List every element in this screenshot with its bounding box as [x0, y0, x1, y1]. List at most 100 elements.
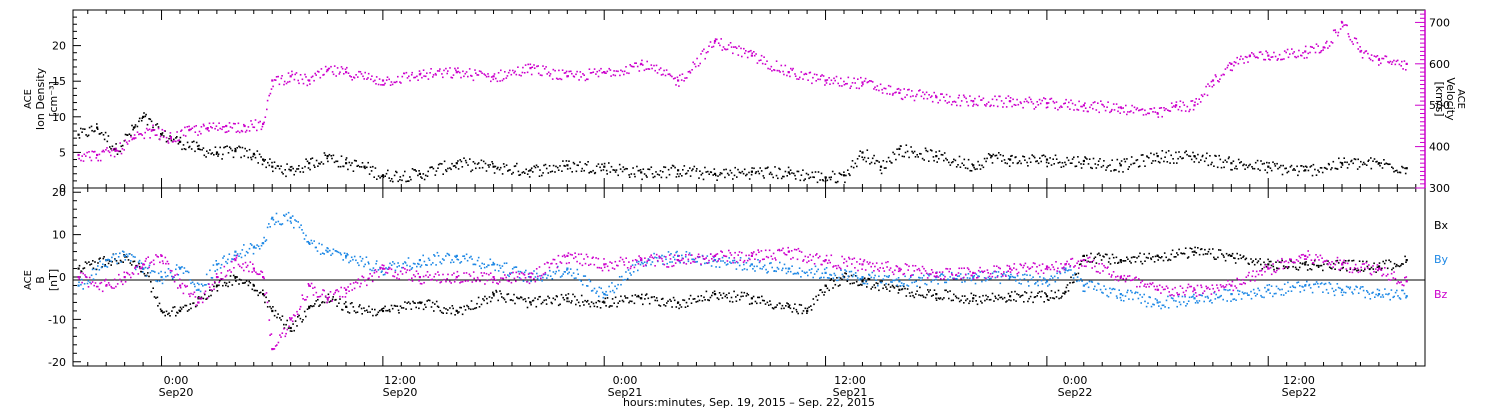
data-point: [787, 270, 789, 273]
data-point: [538, 175, 541, 177]
data-point: [252, 155, 254, 158]
data-point: [904, 96, 906, 99]
data-point: [735, 268, 738, 270]
data-point: [261, 271, 264, 273]
data-point: [113, 287, 115, 289]
data-point: [570, 70, 572, 73]
data-point: [1186, 153, 1188, 156]
data-point: [330, 254, 332, 256]
data-point: [796, 271, 799, 274]
data-point: [200, 283, 203, 285]
data-point: [397, 75, 399, 78]
data-point: [140, 267, 142, 270]
data-point: [83, 267, 86, 269]
data-point: [1215, 75, 1217, 78]
data-point: [363, 78, 365, 80]
data-point: [1064, 290, 1067, 293]
data-point: [557, 169, 560, 171]
data-point: [359, 285, 361, 288]
data-point: [751, 302, 753, 305]
data-point: [172, 306, 174, 309]
data-point: [263, 277, 265, 280]
data-point: [739, 257, 742, 259]
data-point: [797, 272, 800, 275]
data-point: [651, 67, 653, 70]
data-point: [588, 68, 591, 70]
data-point: [214, 146, 217, 148]
data-point: [1335, 167, 1338, 170]
data-point: [977, 275, 979, 277]
data-point: [1214, 74, 1217, 76]
data-point: [726, 263, 729, 265]
data-point: [531, 272, 534, 275]
data-point: [1275, 292, 1277, 295]
data-point: [722, 292, 725, 295]
data-point: [1082, 110, 1085, 112]
data-point: [982, 166, 985, 169]
data-point: [746, 56, 749, 59]
data-point: [390, 81, 393, 83]
data-point: [77, 133, 80, 136]
data-point: [1206, 94, 1209, 97]
data-point: [289, 75, 292, 78]
data-point: [1220, 74, 1223, 77]
data-point: [590, 171, 593, 173]
data-point: [858, 279, 861, 281]
data-point: [396, 277, 398, 279]
data-point: [446, 72, 448, 75]
data-point: [1391, 61, 1394, 63]
data-point: [1094, 285, 1096, 288]
data-point: [340, 253, 342, 256]
data-point: [459, 262, 461, 264]
data-point: [478, 167, 481, 169]
data-point: [443, 259, 445, 261]
data-point: [884, 87, 887, 90]
data-point: [181, 148, 183, 151]
data-point: [195, 125, 197, 127]
data-point: [792, 67, 794, 70]
data-point: [1307, 264, 1309, 266]
data-point: [450, 261, 452, 264]
bottom-panel-frame: [72, 187, 1426, 367]
data-point: [205, 298, 207, 300]
data-point: [604, 294, 607, 296]
data-point: [381, 308, 383, 310]
data-point: [1355, 37, 1358, 40]
data-point: [256, 244, 258, 246]
data-point: [1105, 169, 1107, 171]
data-point: [614, 296, 617, 299]
data-point: [844, 181, 846, 184]
data-point: [935, 155, 938, 158]
data-point: [278, 167, 281, 170]
data-point: [646, 60, 648, 63]
data-point: [615, 169, 618, 171]
data-point: [184, 286, 187, 288]
data-point: [319, 76, 322, 79]
data-point: [681, 254, 683, 257]
data-point: [521, 272, 523, 274]
data-point: [184, 148, 187, 151]
data-point: [1364, 163, 1366, 165]
data-point: [445, 67, 447, 70]
data-point: [447, 253, 450, 256]
data-point: [85, 134, 87, 136]
data-point: [721, 172, 723, 175]
data-point: [1327, 162, 1330, 165]
data-point: [1330, 168, 1332, 171]
data-point: [1040, 160, 1042, 163]
data-point: [708, 173, 710, 175]
data-point: [753, 51, 755, 53]
data-point: [350, 256, 353, 259]
data-point: [828, 289, 830, 292]
data-point: [956, 275, 959, 277]
data-point: [983, 157, 986, 160]
data-point: [179, 306, 182, 309]
data-point: [675, 84, 677, 86]
data-point: [355, 74, 357, 76]
data-point: [629, 300, 631, 302]
data-point: [1228, 62, 1231, 64]
data-point: [1223, 73, 1225, 76]
data-point: [563, 271, 566, 273]
data-point: [1054, 291, 1056, 294]
data-point: [1000, 100, 1003, 102]
